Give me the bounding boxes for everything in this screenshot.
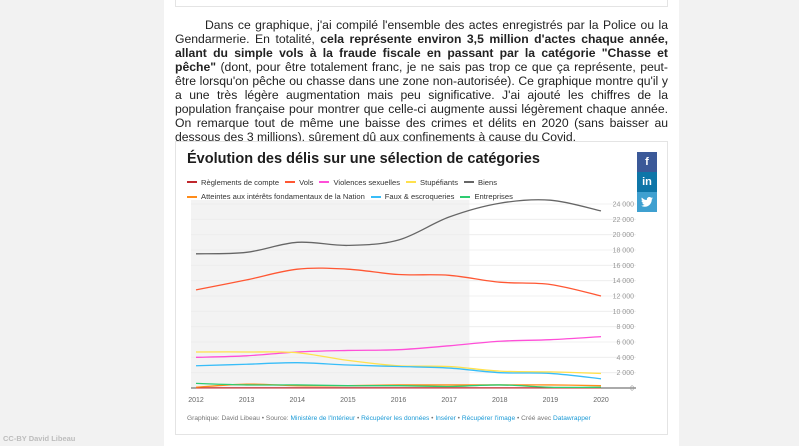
text: Dans ce graphique, j'ai compilé l'ensemb… [175,18,668,46]
legend-label: Faux & escroqueries [384,192,455,201]
series-line [195,383,602,388]
legend-label: Règlements de compte [201,177,280,187]
legend-label: Stupéfiants [420,177,459,187]
series-line [195,362,602,380]
legend-label: Violences sexuelles [333,177,401,187]
legend-item: Stupéfiants [406,176,458,189]
sep: • Créé avec [515,415,553,422]
series-line [195,267,602,297]
highlight-band [191,200,470,388]
y-tick-label: 6 000 [616,340,634,347]
y-tick-label: 12 000 [613,294,635,301]
y-tick-label: 24 000 [613,202,635,209]
legend-swatch [370,195,381,198]
chart-footer: Graphique: David Libeau • Source: Minist… [187,415,591,422]
series-line [195,199,602,255]
linkedin-share-button[interactable]: in [637,172,657,192]
legend-swatch [464,181,475,183]
series-line [195,335,602,358]
legend-swatch [460,195,471,198]
legend-item: Atteintes aux intérêts fondamentaux de l… [187,190,365,203]
legend-swatch [319,181,330,183]
sep: • [355,415,362,422]
legend-swatch [285,181,296,183]
text: (dont, pour être totalement franc, je ne… [175,60,668,144]
x-tick-label: 2012 [188,397,204,404]
x-tick-label: 2015 [340,397,356,404]
sep: • [429,415,436,422]
source-link[interactable]: Ministère de l'Intérieur [290,415,356,422]
legend-label: Biens [478,177,498,187]
chart-title: Évolution des délis sur une sélection de… [187,151,540,167]
chart-embed: 0 2 000 4 000 6 000 8 000 10 000 12 000 14 000 1… [175,141,668,435]
y-tick-label: 10 000 [613,309,635,316]
legend-item: Biens [464,176,497,189]
x-tick-label: 2019 [543,397,559,404]
x-tick-label: 2018 [492,397,508,404]
datawrapper-link[interactable]: Datawrapper [553,415,591,422]
y-tick-label: 2 000 [616,370,634,377]
facebook-share-button[interactable]: f [637,152,657,172]
series-line [195,382,602,389]
chart-legend: Règlements de compte Vols Violences sexuel… [187,174,637,203]
sep: • [455,415,462,422]
x-tick-label: 2013 [239,397,255,404]
footer-text: Graphique: David Libeau • Source: [187,415,291,422]
legend-label: Atteintes aux intérêts fondamentaux de l… [201,192,365,201]
twitter-share-button[interactable] [637,192,657,212]
y-tick-label: 16 000 [613,263,635,270]
previous-embed-box [175,0,668,7]
y-tick-label: 8 000 [616,324,634,331]
credit-text: CC-BY David Libeau [3,434,76,443]
article-paragraph: Dans ce graphique, j'ai compilé l'ensemb… [175,18,668,144]
x-tick-label: 2020 [593,397,609,404]
bold-text: cela représente environ 3,5 million d'ac… [175,32,668,74]
x-tick-label: 2014 [289,397,305,404]
twitter-icon [641,197,653,207]
y-tick-label: 14 000 [613,278,635,285]
x-tick-label: 2017 [441,397,457,404]
y-tick-label: 18 000 [613,248,635,255]
line-chart: 0 2 000 4 000 6 000 8 000 10 000 12 000 14 000 1… [188,199,636,404]
legend-item: Règlements de compte [187,176,279,189]
legend-label: Entreprises [474,192,513,201]
download-image-link[interactable]: Récupérer l'image [461,415,516,422]
series-line [195,351,602,375]
legend-swatch [187,195,197,198]
legend-swatch [406,181,417,183]
y-tick-label: 22 000 [613,217,635,224]
legend-item: Faux & escroqueries [370,190,455,203]
legend-item: Violences sexuelles [319,176,400,189]
legend-swatch [187,181,197,183]
social-share-bar: f in [637,152,657,212]
linkedin-icon: in [642,176,652,188]
y-tick-label: 4 000 [616,355,634,362]
embed-link[interactable]: Insérer [435,415,456,422]
x-tick-label: 2016 [391,397,407,404]
facebook-icon: f [645,156,649,168]
legend-item: Vols [285,176,313,189]
download-data-link[interactable]: Récupérer les données [361,415,430,422]
legend-item: Entreprises [460,190,513,203]
legend-label: Vols [299,177,314,187]
y-tick-label: 0 [630,386,634,393]
y-tick-label: 20 000 [613,232,635,239]
